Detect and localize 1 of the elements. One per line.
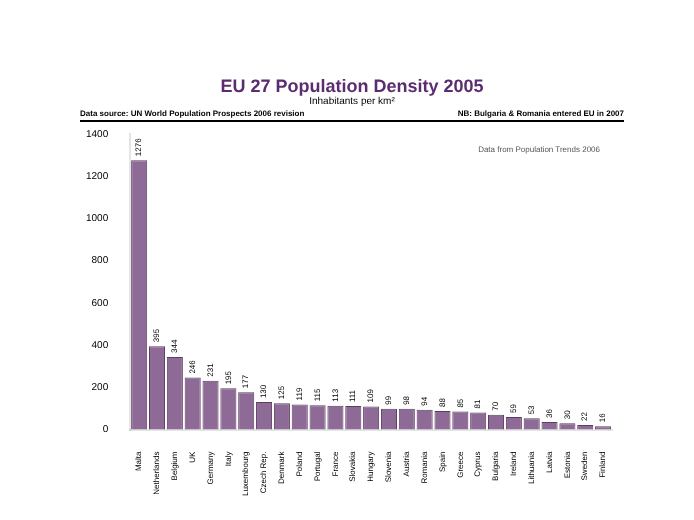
chart-title: EU 27 Population Density 2005 <box>218 76 486 96</box>
